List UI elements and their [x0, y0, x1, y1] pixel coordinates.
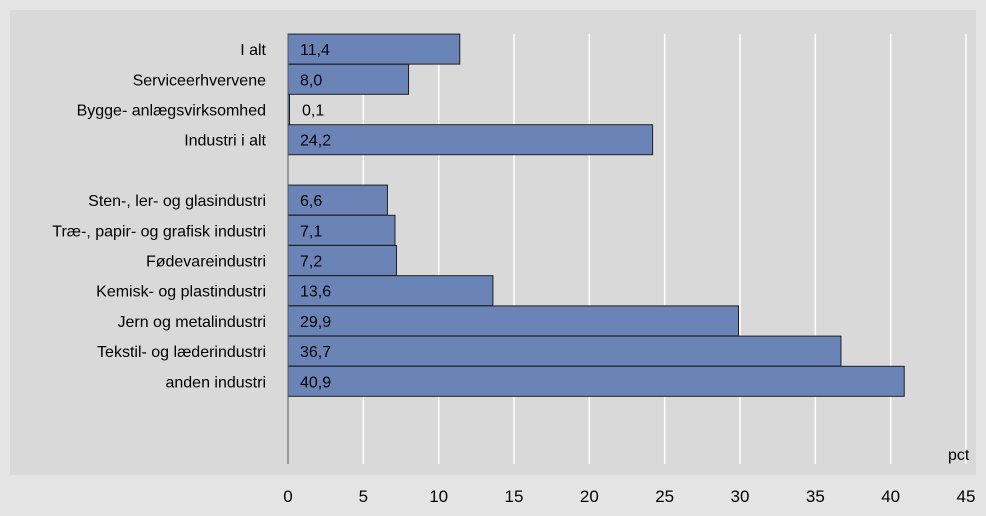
data-label-industri-i-alt: 24,2 — [300, 133, 331, 150]
category-label-tekstil-og-læderindustri: Tekstil- og læderindustri — [97, 344, 266, 361]
bar-fødevareindustri — [287, 245, 397, 276]
data-label-jern-og-metalindustri: 29,9 — [300, 314, 331, 331]
category-label-bygge-anlægsvirksomhed: Bygge- anlægsvirksomhed — [77, 103, 266, 120]
category-label-træ-papir-og-grafisk-industri: Træ-, papir- og grafisk industri — [52, 223, 266, 240]
data-label-træ-papir-og-grafisk-industri: 7,1 — [300, 223, 322, 240]
x-tick-20: 20 — [580, 487, 599, 506]
data-label-tekstil-og-læderindustri: 36,7 — [300, 344, 331, 361]
x-tick-10: 10 — [429, 487, 448, 506]
data-label-bygge-anlægsvirksomhed: 0,1 — [302, 103, 324, 120]
category-label-sten-ler-og-glasindustri: Sten-, ler- og glasindustri — [88, 193, 266, 210]
bar-tekstil-og-læderindustri — [287, 335, 842, 367]
bar-træ-papir-og-grafisk-industri — [287, 214, 396, 246]
x-tick-35: 35 — [806, 487, 825, 506]
category-label-anden-industri: anden industri — [165, 374, 266, 391]
data-label-sten-ler-og-glasindustri: 6,6 — [300, 193, 322, 210]
bars — [287, 33, 905, 397]
x-tick-0: 0 — [283, 487, 292, 506]
bar-jern-og-metalindustri — [287, 305, 739, 337]
category-labels: I alt Serviceerhvervene Bygge- anlægsvirks… — [52, 42, 266, 391]
x-tick-30: 30 — [731, 487, 750, 506]
x-tick-25: 25 — [655, 487, 674, 506]
unit-label: pct — [948, 447, 970, 464]
category-label-fødevareindustri: Fødevareindustri — [146, 254, 266, 271]
bar-anden-industri — [287, 365, 905, 397]
bar-sten-ler-og-glasindustri — [287, 184, 388, 216]
data-label-i-alt: 11,4 — [300, 42, 330, 59]
x-axis-ticks: 0 5 10 15 20 25 30 35 40 45 — [283, 487, 975, 506]
category-label-kemisk-og-plastindustri: Kemisk- og plastindustri — [96, 284, 266, 301]
data-label-anden-industri: 40,9 — [300, 374, 331, 391]
bar-serviceerhvervene — [287, 63, 410, 95]
x-tick-15: 15 — [505, 487, 524, 506]
category-label-industri-i-alt: Industri i alt — [184, 133, 266, 150]
x-tick-40: 40 — [881, 487, 900, 506]
x-tick-45: 45 — [957, 487, 976, 506]
x-tick-5: 5 — [359, 487, 368, 506]
category-label-jern-og-metalindustri: Jern og metalindustri — [117, 314, 266, 331]
category-label-i-alt: I alt — [240, 42, 266, 59]
data-labels: 11,4 8,0 0,1 24,2 6,6 7,1 7,2 13,6 29,9 36,7 40,9 — [300, 42, 331, 391]
data-label-fødevareindustri: 7,2 — [300, 254, 322, 271]
bar-industri-i-alt — [287, 124, 654, 156]
category-label-serviceerhvervene: Serviceerhvervene — [133, 72, 267, 89]
data-label-serviceerhvervene: 8,0 — [300, 72, 322, 89]
data-label-kemisk-og-plastindustri: 13,6 — [300, 284, 331, 301]
